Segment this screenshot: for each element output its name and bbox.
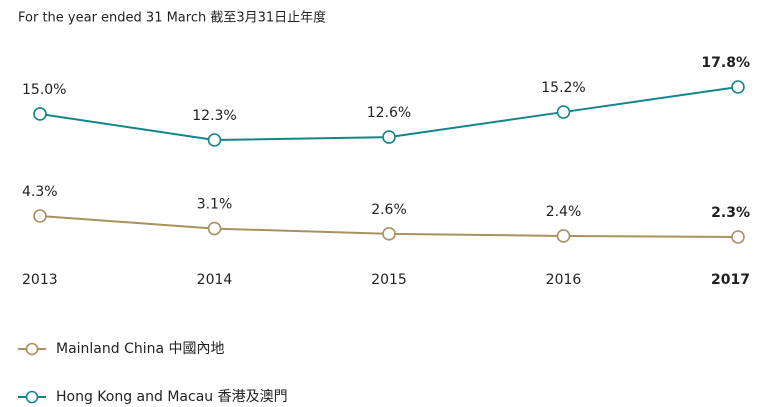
- x-tick-label: 2016: [546, 272, 582, 288]
- point: [33, 107, 47, 121]
- value-label: 12.3%: [192, 108, 236, 124]
- point: [207, 133, 222, 147]
- legend-label: Hong Kong and Macau 香港及澳門: [56, 389, 288, 405]
- value-label: 2.6%: [371, 202, 407, 218]
- value-label: 15.2%: [541, 80, 585, 96]
- point: [207, 221, 222, 236]
- chart-subtitle: For the year ended 31 March 截至3月31日止年度: [18, 10, 326, 26]
- legend-marker: [25, 390, 39, 404]
- value-label: 17.8%: [701, 55, 750, 71]
- point: [382, 227, 396, 241]
- x-tick-label: 2014: [197, 272, 233, 288]
- value-label: 3.1%: [197, 197, 233, 213]
- point: [556, 105, 571, 119]
- value-label: 2.4%: [546, 204, 582, 220]
- x-tick-label: 2015: [371, 272, 407, 288]
- point: [33, 209, 47, 223]
- value-label: 15.0%: [22, 82, 66, 98]
- point: [556, 229, 571, 243]
- value-label: 2.3%: [711, 205, 750, 221]
- value-label: 4.3%: [22, 184, 58, 200]
- point: [731, 80, 745, 94]
- value-label: 12.6%: [367, 105, 411, 121]
- x-tick-label: 2017: [711, 272, 750, 288]
- legend-marker: [25, 342, 39, 356]
- x-tick-label: 2013: [22, 272, 58, 288]
- point: [731, 230, 745, 244]
- legend-label: Mainland China 中國內地: [56, 341, 225, 357]
- point: [382, 130, 396, 144]
